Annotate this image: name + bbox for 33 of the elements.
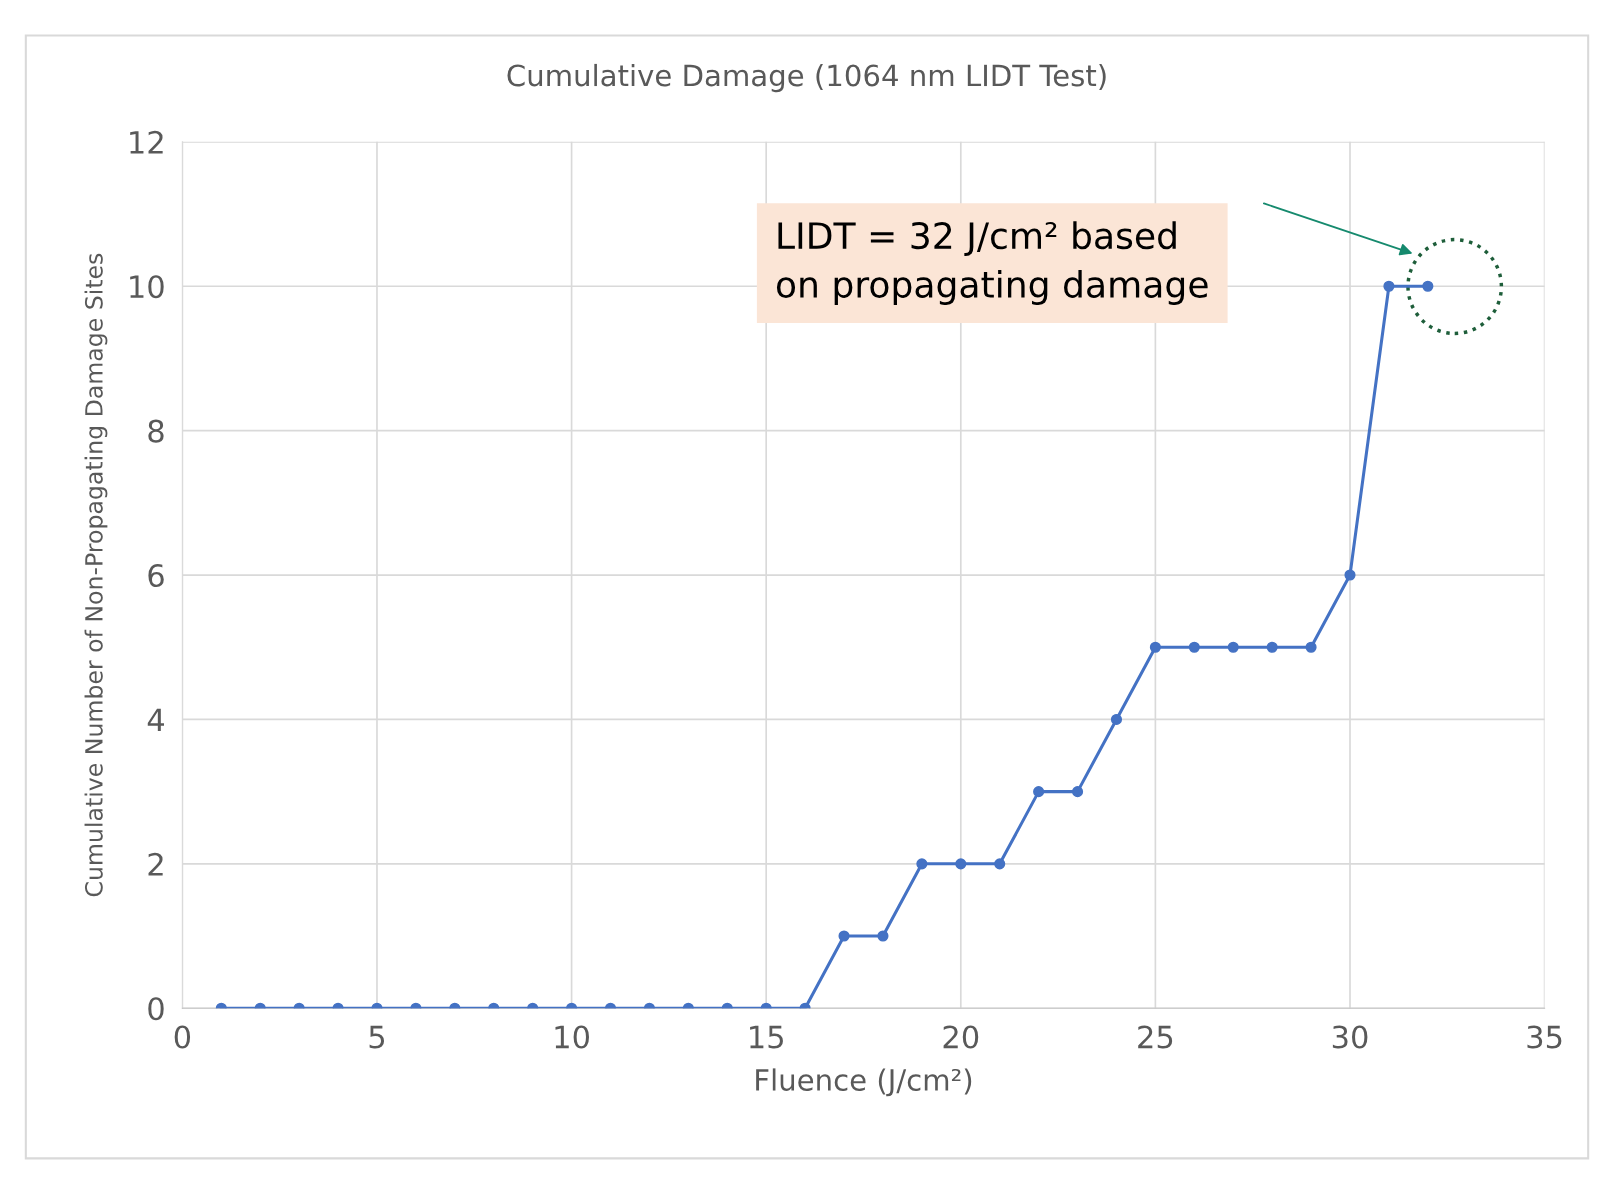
point <box>1227 641 1239 653</box>
x-axis-title: Fluence (J/cm²) <box>756 1068 972 1097</box>
y-tick-label: 4 <box>147 708 164 732</box>
point <box>1188 641 1200 653</box>
point <box>1149 641 1161 653</box>
x-tick-label: 10 <box>555 1025 589 1049</box>
chart-title: Cumulative Damage (1064 nm LIDT Test) <box>507 63 1106 93</box>
x-tick-label: 30 <box>1332 1025 1368 1049</box>
point <box>1305 641 1317 653</box>
x-tick-label: 0 <box>174 1025 191 1049</box>
x-tick-label: 15 <box>750 1025 783 1049</box>
point <box>916 858 928 870</box>
y-tick-label: 8 <box>148 419 164 443</box>
point <box>994 858 1006 870</box>
x-tick-label: 5 <box>369 1025 385 1049</box>
point <box>955 858 967 870</box>
y-tick-label: 0 <box>148 997 164 1021</box>
y-tick-label: 2 <box>148 852 163 876</box>
y-axis-title: Cumulative Number of Non-Propagating Damage Sites <box>84 253 108 897</box>
point <box>1033 786 1045 798</box>
point <box>1344 569 1356 581</box>
x-tick-label: 20 <box>943 1025 979 1049</box>
point <box>1071 786 1084 798</box>
y-tick-label: 6 <box>148 563 164 588</box>
point <box>877 930 889 942</box>
point <box>838 930 850 942</box>
x-tick-label: 35 <box>1527 1025 1562 1049</box>
x-tick-label: 25 <box>1138 1025 1173 1049</box>
y-tick-label: 12 <box>130 130 163 154</box>
annotation: LIDT = 32 J/cm² based on propagating damage <box>776 221 1208 305</box>
y-tick-label: 10 <box>130 275 164 299</box>
point <box>1110 713 1123 726</box>
point <box>1266 641 1278 653</box>
